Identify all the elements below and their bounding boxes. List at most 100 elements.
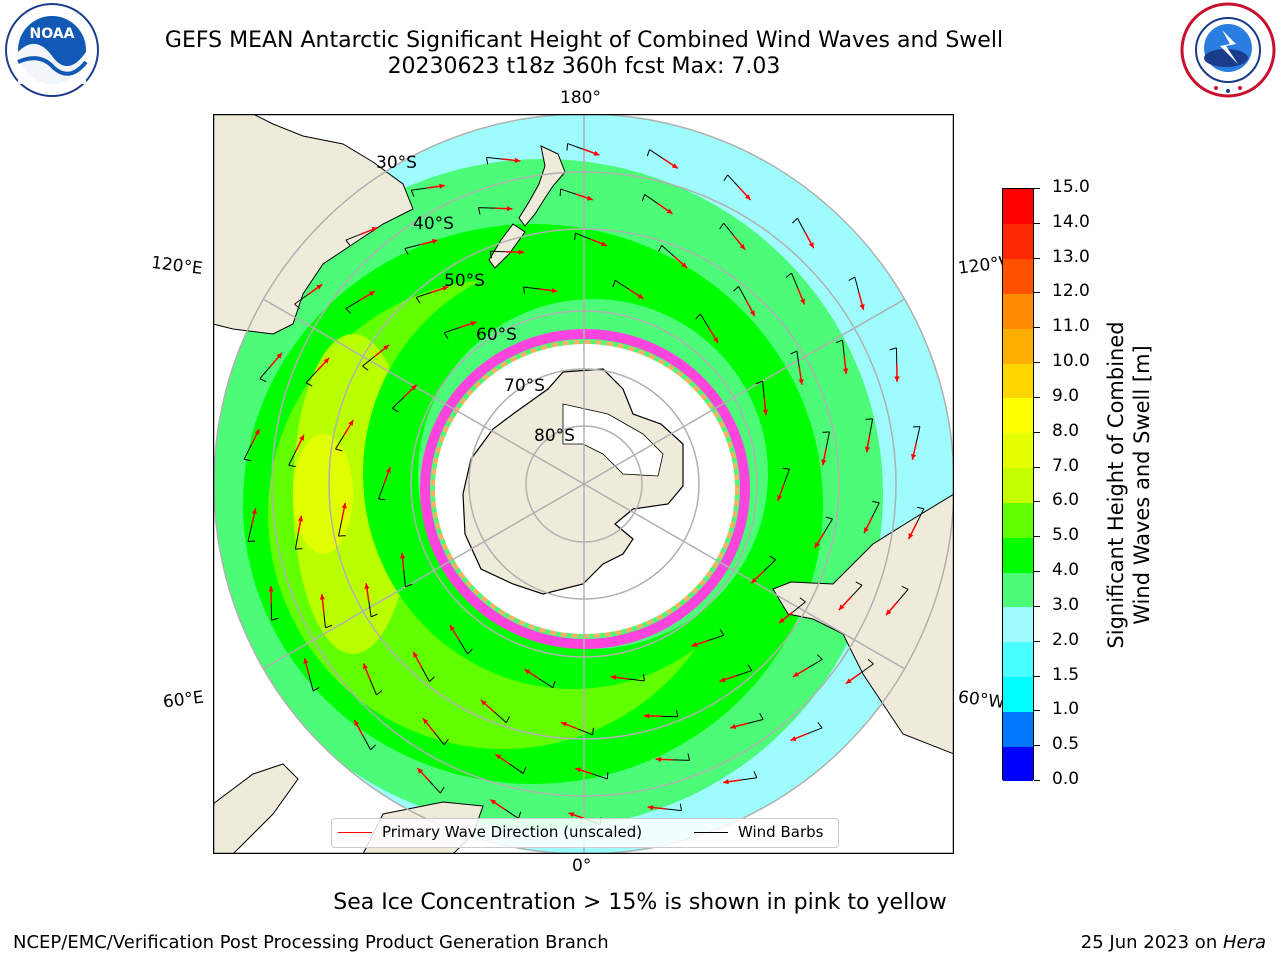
colorbar-tick-label: 5.0 [1052,525,1080,546]
lon-label-60e: 60°E [161,687,205,713]
wind-barb-flag [243,458,252,462]
colorbar-tick-mark [1034,292,1040,294]
wind-barb-flag [817,721,823,729]
wave-arrow-head [399,552,406,559]
wind-barb-staff [404,244,421,250]
wind-barb-flag [769,555,776,561]
footer-machine: Hera [1222,932,1266,953]
wind-barb-staff [673,759,690,761]
colorbar-tick-mark [1034,362,1040,364]
wind-barb-staff [792,601,806,613]
wind-barb-staff [421,667,430,682]
wind-barb-staff [308,675,314,692]
wave-arrow-head [363,663,368,670]
wind-barb-staff [699,313,710,328]
wind-barb-staff [539,678,554,689]
black-line-icon [694,832,728,833]
legend: Primary Wave Direction (unscaled) Wind B… [331,818,839,848]
wind-barb-staff [763,559,777,572]
wave-arrow-head [303,658,309,664]
wind-barb-staff [842,340,845,357]
colorbar [1002,188,1034,782]
colorbar-tick-label: 4.0 [1052,560,1080,581]
wind-barb-staff [504,809,519,819]
wave-arrow-head [814,542,820,549]
wind-barb-staff [362,735,372,750]
colorbar-segment [1003,606,1033,643]
lat-label-80s: 80°S [534,426,575,446]
wind-barb-flag [335,448,343,452]
lon-label-180: 180° [560,88,601,108]
wind-barb-flag [679,803,682,811]
wind-barb-staff [577,728,593,736]
colorbar-tick-mark [1034,501,1040,503]
wave-arrow-head [442,285,449,291]
wind-barb-staff [783,468,790,485]
wind-barb-staff [727,174,739,188]
wind-barb-flag [294,303,301,309]
wave-arrow-head [470,321,477,327]
wind-barb-flag [404,248,409,255]
colorbar-tick-label: 6.0 [1052,490,1080,511]
wind-barb-staff [560,188,576,195]
colorbar-tick-mark [1034,396,1040,398]
colorbar-tick-mark [1034,780,1040,781]
colorbar-segment [1003,502,1033,538]
wind-barb-staff [345,299,360,309]
wave-arrow-head [417,767,423,774]
wind-barb-flag [592,727,594,735]
wave-arrow-head [561,721,567,727]
wave-arrow-head [800,298,805,305]
wave-arrow-head [719,677,726,683]
lat-label-70s: 70°S [504,376,545,396]
wave-arrow-head [341,502,347,509]
wind-barb-staff [523,286,540,290]
colorbar-tick-mark [1034,327,1040,329]
colorbar-tick-label: 1.5 [1052,664,1080,685]
chart-subtitle: 20230623 t18z 360h fcst Max: 7.03 [387,54,781,79]
wind-barb-staff [247,525,253,542]
colorbar-tick-label: 3.0 [1052,594,1080,615]
wave-arrow-head [276,352,282,359]
wind-barb-staff [575,232,591,240]
wave-arrow-head [643,713,650,719]
wind-barb-flag [467,648,473,655]
colorbar-tick-label: 12.0 [1052,281,1090,302]
wind-barb-flag [889,347,897,351]
wind-barb-staff [368,600,372,617]
wind-barb-flag [552,680,556,688]
wave-arrow-head [751,577,757,584]
colorbar-tick-label: 0.0 [1052,769,1080,789]
wind-barb-staff [708,634,725,641]
wind-barb-flag [523,286,526,295]
wave-arrow-head [691,641,698,647]
colorbar-segment [1003,258,1033,294]
colorbar-tick-mark [1034,710,1040,712]
colorbar-segment [1003,676,1033,712]
wave-arrow-head [431,238,438,245]
wave-arrow-head [745,194,751,201]
colorbar-segment [1003,537,1033,573]
wind-barb-staff [294,294,308,305]
wave-arrow-head [864,446,871,453]
wave-arrow-head [845,678,852,684]
lat-label-60s: 60°S [476,325,517,345]
wind-barb-staff [854,276,860,293]
wind-barbs [243,143,925,825]
colorbar-segment [1003,189,1033,225]
colorbar-tick-label: 9.0 [1052,385,1080,406]
wind-barb-staff [443,327,460,334]
wind-barb-staff [509,764,524,775]
wind-barb-flag [362,365,369,371]
colorbar-tick-label: 15.0 [1052,177,1090,197]
wave-arrow-head [575,767,582,773]
wave-arrow-head [655,756,662,762]
wave-arrow-head [586,195,593,201]
wave-arrow-head [251,508,257,515]
wave-arrow-head [364,583,370,589]
lon-label-120e: 120°E [149,252,204,280]
wind-barb-flag [687,753,691,761]
wave-arrow-head [666,208,673,214]
colorbar-tick-mark [1034,257,1040,259]
colorbar-tick-label: 11.0 [1052,316,1090,337]
